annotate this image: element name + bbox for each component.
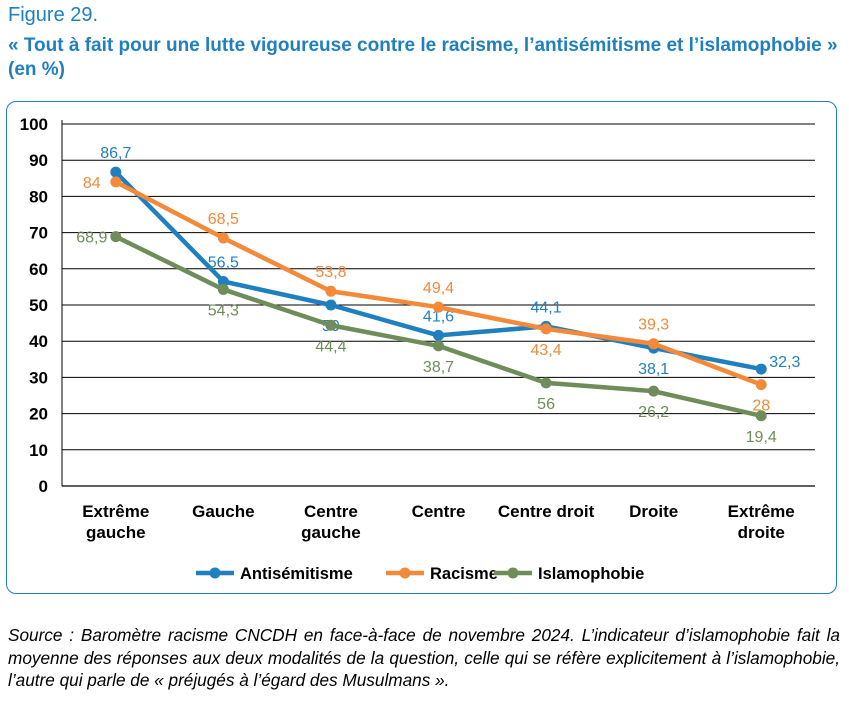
data-point <box>648 385 660 397</box>
y-tick-label: 20 <box>29 405 48 424</box>
x-tick-label: Centre <box>304 502 358 521</box>
y-tick-label: 40 <box>29 332 48 351</box>
x-tick-label: Extrême <box>728 502 795 521</box>
source-note: Source : Baromètre racisme CNCDH en face… <box>8 625 840 690</box>
figure-title: « Tout à fait pour une lutte vigoureuse … <box>8 35 838 80</box>
data-label: 56 <box>537 396 555 413</box>
data-point <box>217 283 229 295</box>
y-tick-label: 80 <box>29 187 48 206</box>
x-tick-label: Centre <box>412 502 466 521</box>
data-label: 56,5 <box>208 254 239 271</box>
data-point <box>648 338 660 350</box>
x-tick-label: gauche <box>301 523 361 542</box>
data-point <box>540 323 552 335</box>
y-tick-label: 100 <box>20 115 48 134</box>
data-label: 26,2 <box>638 404 669 421</box>
legend-marker <box>209 567 221 579</box>
data-point <box>540 377 552 389</box>
data-label: 49,4 <box>423 280 454 297</box>
x-tick-label: gauche <box>86 523 146 542</box>
y-tick-label: 30 <box>29 368 48 387</box>
data-label: 44,4 <box>315 338 346 355</box>
data-label: 68,5 <box>208 211 239 228</box>
data-point <box>755 379 767 391</box>
data-label: 38,7 <box>423 359 454 376</box>
x-tick-label: droite <box>738 523 785 542</box>
line-chart: 0 10 20 30 40 50 60 70 80 90 100 Extrême gauche Gauch… <box>20 115 815 583</box>
x-tick-label: Gauche <box>192 502 254 521</box>
data-label: 39,3 <box>638 317 669 334</box>
y-tick-label: 60 <box>29 260 48 279</box>
data-point <box>325 285 337 297</box>
legend-marker <box>399 567 411 579</box>
y-tick-label: 70 <box>29 224 48 243</box>
legend-label: Antisémitisme <box>240 565 353 583</box>
legend-label: Islamophobie <box>538 565 644 583</box>
data-point <box>433 301 444 313</box>
x-tick-label: Extrême <box>82 502 149 521</box>
y-tick-label: 10 <box>29 441 48 460</box>
data-label: 54,3 <box>208 302 239 319</box>
y-tick-label: 0 <box>39 477 48 496</box>
data-label: 44,1 <box>531 299 562 316</box>
data-label: 84 <box>83 175 101 192</box>
y-tick-label: 90 <box>29 151 48 170</box>
data-label: 32,3 <box>769 354 800 371</box>
data-point <box>755 410 767 422</box>
chart-panel <box>6 101 837 594</box>
y-tick-label: 50 <box>29 296 48 315</box>
data-point <box>217 275 229 287</box>
data-label: 68,9 <box>76 230 107 247</box>
data-label: 53,8 <box>315 264 346 281</box>
data-label: 86,7 <box>100 145 131 162</box>
data-point <box>755 363 767 375</box>
data-label: 19,4 <box>746 429 777 446</box>
x-tick-label: Droite <box>629 502 678 521</box>
data-point <box>433 329 444 341</box>
data-point <box>325 319 337 331</box>
data-point <box>217 232 229 244</box>
legend-label: Racisme <box>430 565 498 583</box>
data-point <box>110 166 122 178</box>
data-label: 38,1 <box>638 361 669 378</box>
data-label: 28 <box>752 398 770 415</box>
data-point <box>433 340 444 352</box>
data-point <box>325 299 337 311</box>
x-tick-label: Centre droit <box>498 502 595 521</box>
data-label: 41,6 <box>423 308 454 325</box>
figure-label: Figure 29. <box>8 4 99 26</box>
data-point <box>110 176 122 188</box>
data-point <box>110 231 122 243</box>
data-label: 43,4 <box>531 342 562 359</box>
legend-marker <box>507 567 519 579</box>
